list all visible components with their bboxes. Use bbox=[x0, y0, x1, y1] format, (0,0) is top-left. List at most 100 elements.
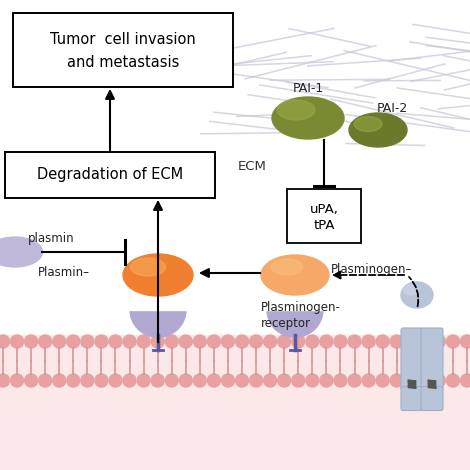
Circle shape bbox=[179, 374, 192, 387]
Circle shape bbox=[53, 374, 66, 387]
Circle shape bbox=[235, 335, 249, 348]
Circle shape bbox=[432, 374, 446, 387]
Text: PAI-1: PAI-1 bbox=[292, 81, 324, 94]
Circle shape bbox=[95, 374, 108, 387]
Text: Plasminogen–: Plasminogen– bbox=[331, 263, 412, 275]
Ellipse shape bbox=[354, 117, 382, 132]
Circle shape bbox=[390, 374, 403, 387]
Circle shape bbox=[53, 335, 66, 348]
Circle shape bbox=[292, 374, 305, 387]
Ellipse shape bbox=[130, 282, 186, 337]
Ellipse shape bbox=[277, 100, 315, 120]
Circle shape bbox=[0, 374, 9, 387]
Circle shape bbox=[67, 335, 80, 348]
Bar bbox=[265, 283, 325, 310]
Circle shape bbox=[278, 374, 291, 387]
Circle shape bbox=[179, 335, 192, 348]
Circle shape bbox=[306, 335, 319, 348]
Circle shape bbox=[292, 335, 305, 348]
Circle shape bbox=[81, 335, 94, 348]
Circle shape bbox=[376, 335, 389, 348]
Circle shape bbox=[123, 335, 136, 348]
Circle shape bbox=[39, 335, 52, 348]
Text: Degradation of ECM: Degradation of ECM bbox=[37, 167, 183, 182]
Circle shape bbox=[334, 374, 347, 387]
Circle shape bbox=[348, 335, 361, 348]
Circle shape bbox=[67, 374, 80, 387]
Text: tPA: tPA bbox=[313, 219, 335, 232]
Circle shape bbox=[193, 374, 206, 387]
FancyBboxPatch shape bbox=[401, 386, 423, 410]
Bar bbox=[128, 283, 188, 310]
Text: PAI-2: PAI-2 bbox=[376, 102, 407, 115]
Circle shape bbox=[404, 335, 417, 348]
Circle shape bbox=[446, 374, 460, 387]
Text: ECM: ECM bbox=[237, 160, 266, 173]
Ellipse shape bbox=[272, 97, 344, 139]
Circle shape bbox=[461, 335, 470, 348]
Text: uPA,: uPA, bbox=[310, 203, 338, 216]
Circle shape bbox=[193, 335, 206, 348]
Circle shape bbox=[250, 335, 263, 348]
Circle shape bbox=[81, 374, 94, 387]
Circle shape bbox=[418, 335, 431, 348]
Circle shape bbox=[390, 335, 403, 348]
FancyBboxPatch shape bbox=[401, 328, 423, 390]
Circle shape bbox=[24, 335, 38, 348]
FancyBboxPatch shape bbox=[421, 386, 443, 410]
Circle shape bbox=[109, 374, 122, 387]
Ellipse shape bbox=[267, 282, 323, 337]
FancyBboxPatch shape bbox=[287, 189, 361, 243]
Circle shape bbox=[418, 374, 431, 387]
Text: and metastasis: and metastasis bbox=[67, 55, 179, 70]
Circle shape bbox=[432, 335, 446, 348]
Circle shape bbox=[95, 335, 108, 348]
Ellipse shape bbox=[401, 282, 433, 308]
Text: Plasminogen-: Plasminogen- bbox=[261, 300, 341, 313]
Circle shape bbox=[264, 374, 277, 387]
Circle shape bbox=[250, 374, 263, 387]
FancyBboxPatch shape bbox=[5, 152, 215, 198]
Ellipse shape bbox=[0, 237, 42, 267]
Circle shape bbox=[10, 335, 24, 348]
Circle shape bbox=[446, 335, 460, 348]
Ellipse shape bbox=[404, 285, 418, 295]
Text: Tumor  cell invasion: Tumor cell invasion bbox=[50, 31, 196, 47]
Circle shape bbox=[348, 374, 361, 387]
Circle shape bbox=[123, 374, 136, 387]
Circle shape bbox=[137, 335, 150, 348]
Ellipse shape bbox=[261, 255, 329, 295]
Text: Plasmin–: Plasmin– bbox=[38, 266, 90, 280]
Circle shape bbox=[39, 374, 52, 387]
Circle shape bbox=[207, 374, 220, 387]
Circle shape bbox=[461, 374, 470, 387]
Circle shape bbox=[207, 335, 220, 348]
Ellipse shape bbox=[131, 258, 165, 276]
Circle shape bbox=[278, 335, 291, 348]
FancyBboxPatch shape bbox=[421, 328, 443, 390]
Bar bbox=[0, 335, 470, 470]
Circle shape bbox=[320, 335, 333, 348]
Ellipse shape bbox=[271, 259, 303, 275]
Ellipse shape bbox=[123, 254, 193, 296]
Circle shape bbox=[165, 374, 178, 387]
Circle shape bbox=[362, 335, 375, 348]
Circle shape bbox=[10, 374, 24, 387]
Circle shape bbox=[235, 374, 249, 387]
Circle shape bbox=[376, 374, 389, 387]
Circle shape bbox=[165, 335, 178, 348]
Circle shape bbox=[221, 335, 235, 348]
Circle shape bbox=[320, 374, 333, 387]
Circle shape bbox=[362, 374, 375, 387]
Circle shape bbox=[109, 335, 122, 348]
Circle shape bbox=[0, 335, 9, 348]
FancyBboxPatch shape bbox=[13, 13, 233, 87]
Circle shape bbox=[137, 374, 150, 387]
Ellipse shape bbox=[349, 113, 407, 147]
Circle shape bbox=[221, 374, 235, 387]
Text: receptor: receptor bbox=[261, 316, 311, 329]
Circle shape bbox=[264, 335, 277, 348]
Circle shape bbox=[334, 335, 347, 348]
Circle shape bbox=[404, 374, 417, 387]
Circle shape bbox=[306, 374, 319, 387]
